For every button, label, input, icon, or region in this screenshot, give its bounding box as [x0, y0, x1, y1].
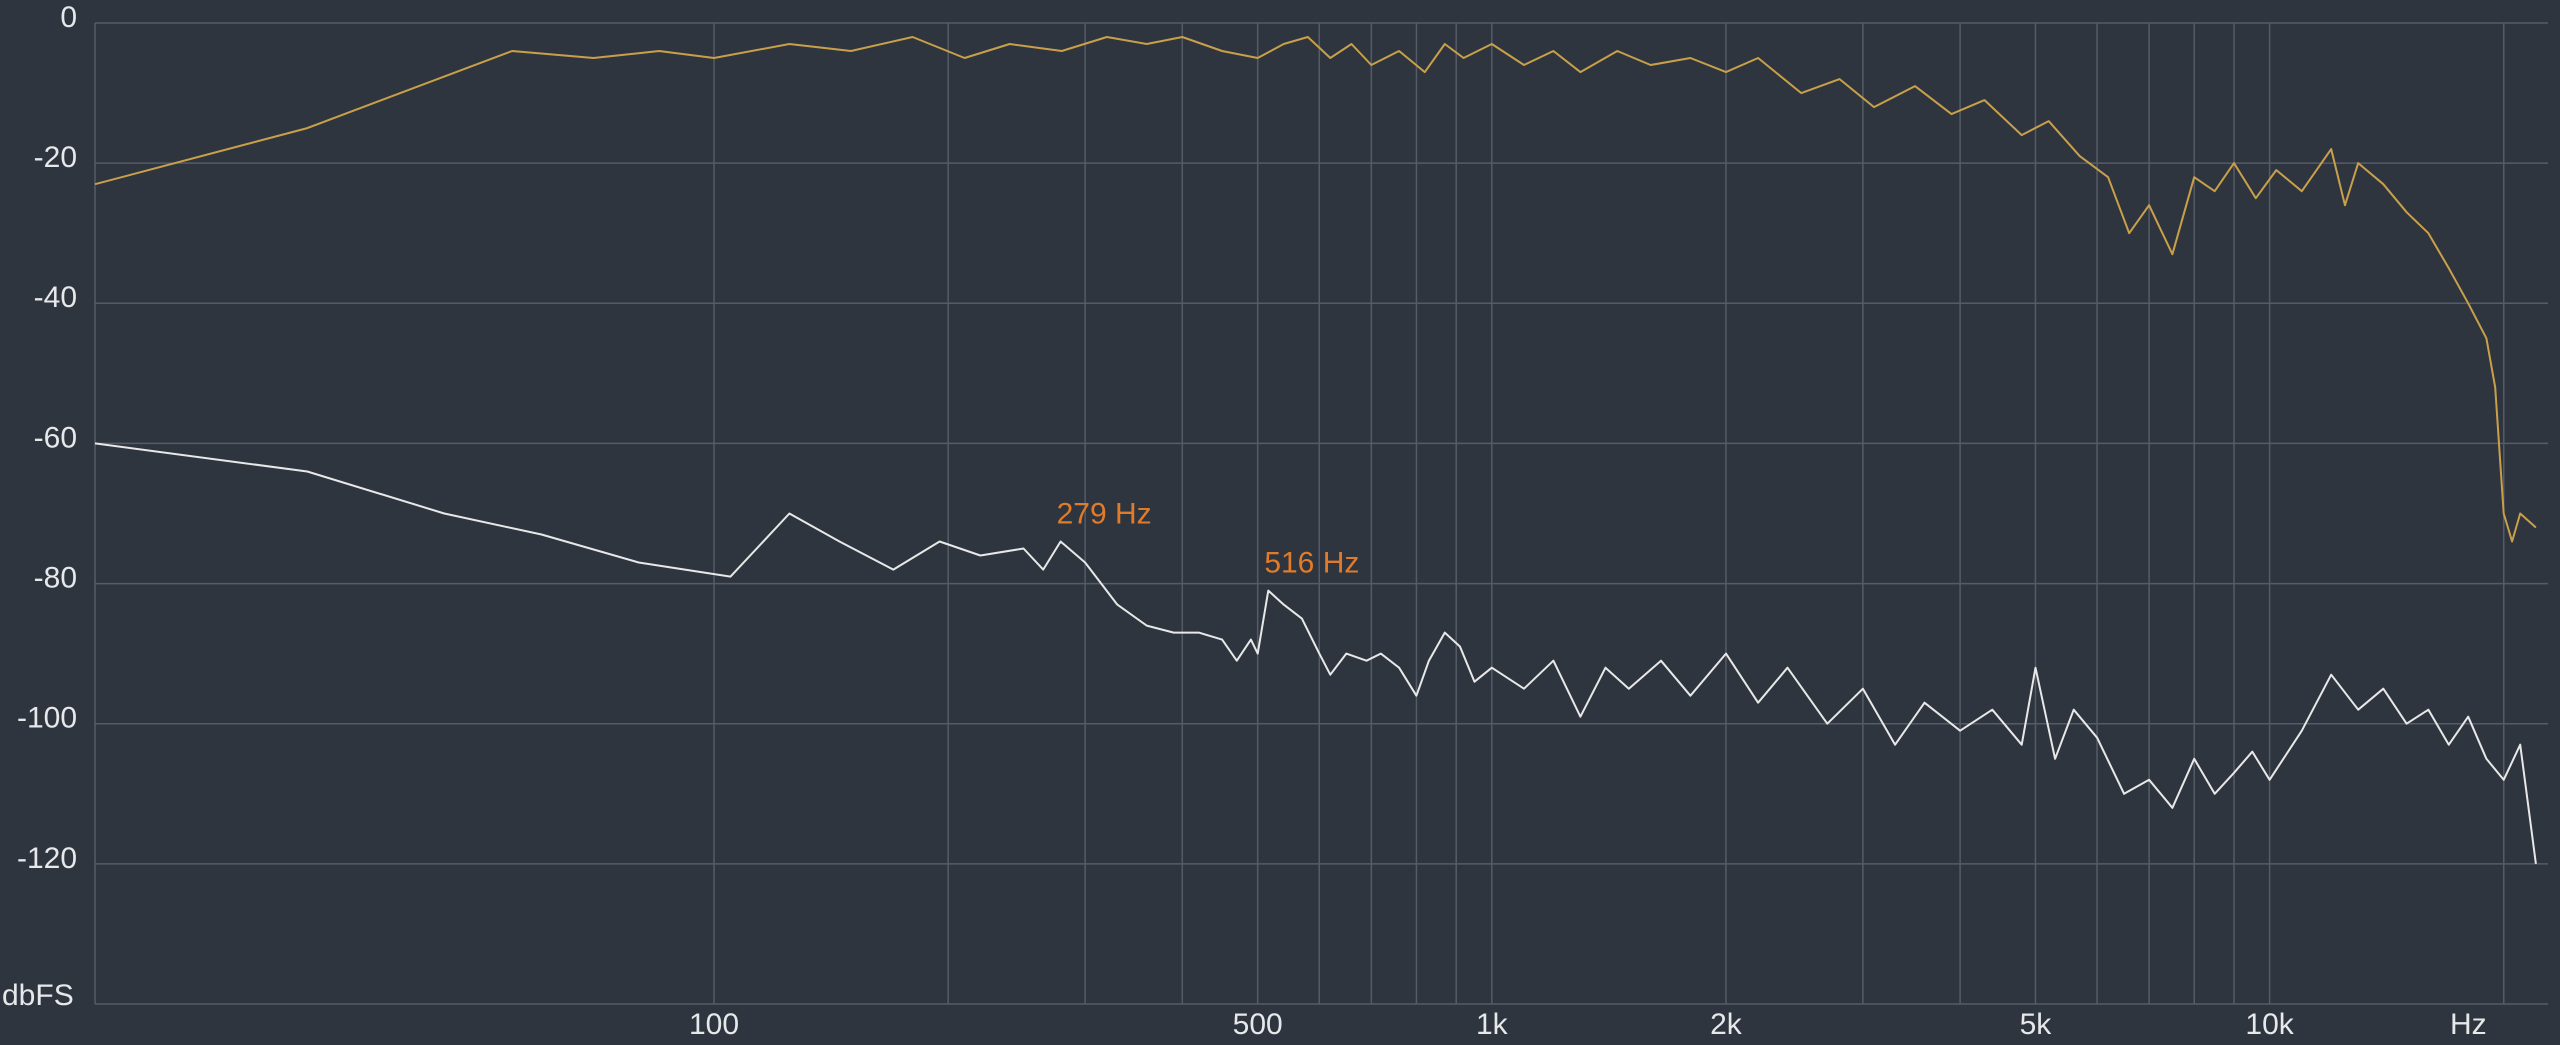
y-tick-label: -100 [17, 702, 77, 735]
x-tick-label: 10k [2245, 1008, 2294, 1041]
spectrum-line [94, 36, 2537, 543]
y-tick-label: -60 [34, 421, 77, 454]
spectrum-line [94, 442, 2537, 865]
y-tick-label: -120 [17, 842, 77, 875]
y-tick-label: -40 [34, 281, 77, 314]
y-axis-label: dbFS [2, 979, 74, 1012]
y-tick-label: -20 [34, 141, 77, 174]
x-tick-label: 5k [2020, 1008, 2053, 1041]
y-tick-label: 0 [60, 1, 77, 34]
x-tick-label: 100 [689, 1008, 739, 1041]
x-tick-label: 2k [1710, 1008, 1743, 1041]
y-tick-label: -80 [34, 561, 77, 594]
x-axis-label: Hz [2450, 1008, 2487, 1041]
x-tick-label: 500 [1233, 1008, 1283, 1041]
annotation: 516 Hz [1264, 547, 1359, 580]
x-tick-label: 1k [1476, 1008, 1509, 1041]
annotation: 279 Hz [1057, 497, 1152, 530]
